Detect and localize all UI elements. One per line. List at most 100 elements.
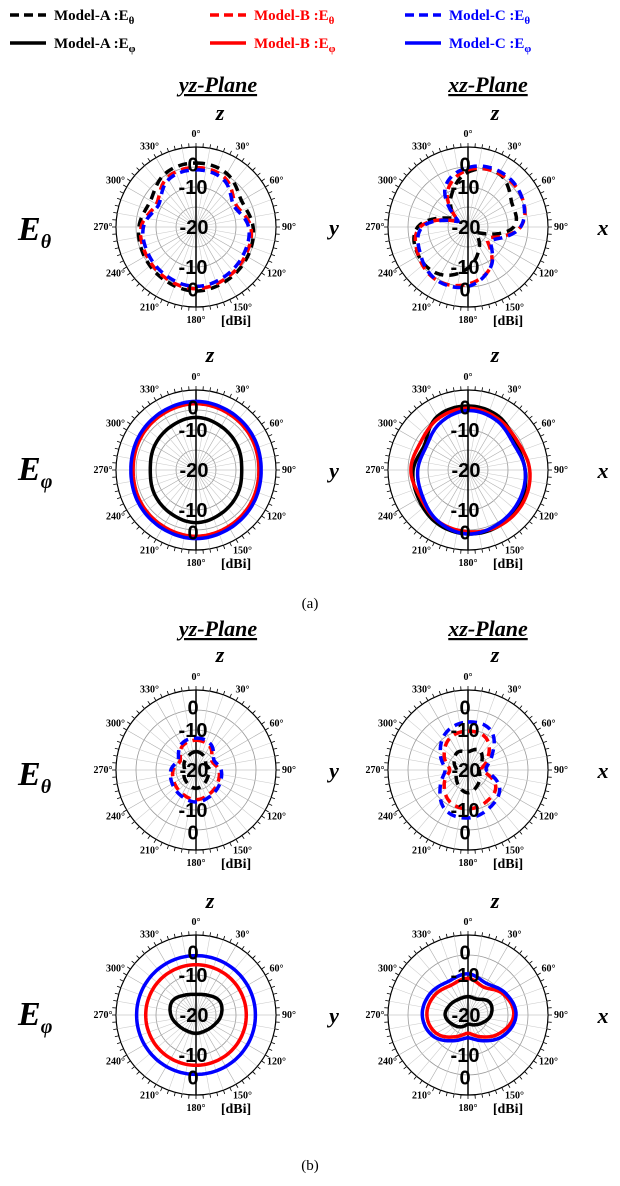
angle-tick — [432, 842, 435, 847]
angle-tick — [453, 387, 455, 392]
angle-tick — [235, 397, 239, 401]
angle-tick — [114, 447, 119, 450]
angle-tick — [257, 960, 261, 964]
grid-spoke — [168, 226, 197, 303]
grid-spoke — [467, 394, 496, 471]
angle-tick — [403, 1066, 407, 1070]
angle-tick — [507, 1084, 511, 1088]
angle-tick — [235, 1084, 239, 1088]
series-line — [425, 976, 516, 1039]
angle-tick — [438, 302, 442, 307]
angle-tick — [119, 434, 124, 437]
angle-tick — [425, 1084, 429, 1088]
grid-spoke — [195, 691, 211, 771]
grid-spoke — [126, 1014, 197, 1056]
legend-item: Model-B :Eφ — [210, 36, 336, 55]
angle-tick — [173, 388, 176, 393]
angle-tick — [453, 548, 455, 553]
angle-label: 240° — [378, 269, 397, 280]
angle-tick — [438, 147, 442, 152]
angle-tick — [513, 535, 517, 540]
angle-tick — [403, 172, 407, 176]
axis-letter-y: y — [326, 1003, 339, 1028]
angle-tick — [261, 1060, 266, 1064]
angle-tick — [229, 150, 232, 155]
angle-tick — [216, 304, 219, 309]
radial-tick-label: -10 — [451, 720, 480, 742]
angle-tick — [395, 972, 399, 976]
radial-tick-label: -10 — [451, 500, 480, 522]
grid-spoke — [467, 469, 496, 546]
angle-label: 330° — [412, 684, 431, 695]
angle-label: 270° — [366, 222, 385, 233]
grid-spoke — [117, 1000, 197, 1016]
grid-spoke — [440, 394, 469, 471]
angle-tick — [216, 388, 219, 393]
angle-label: 180° — [459, 558, 478, 569]
grid-spoke — [427, 400, 469, 471]
grid-spoke — [134, 226, 197, 279]
axis-letter-z: z — [490, 642, 500, 667]
grid-spoke — [195, 1014, 237, 1085]
angle-label: 150° — [233, 1091, 252, 1102]
angle-tick — [385, 455, 390, 457]
angle-label: 300° — [378, 964, 397, 975]
grid-spoke — [453, 1014, 469, 1094]
grid-spoke — [467, 226, 509, 297]
legend-label: Model-A :Eθ — [54, 8, 135, 27]
angle-tick — [488, 688, 491, 693]
angle-tick — [126, 1060, 131, 1064]
grid-spoke — [467, 418, 530, 471]
grid-spoke — [467, 226, 496, 303]
radial-tick-label: 0 — [187, 279, 198, 301]
angle-tick — [181, 932, 183, 937]
angle-tick — [388, 740, 393, 744]
series-line — [420, 972, 518, 1043]
angle-tick — [116, 253, 121, 257]
grid-spoke — [467, 469, 530, 522]
angle-tick — [181, 305, 183, 310]
angle-tick — [453, 932, 455, 937]
angle-tick — [425, 397, 429, 401]
angle-tick — [507, 154, 511, 158]
angle-tick — [147, 835, 151, 840]
angle-tick — [388, 440, 393, 444]
grid-spoke — [467, 408, 520, 471]
angle-tick — [119, 503, 124, 506]
legend-label: Model-C :Eφ — [449, 36, 531, 55]
grid-spoke — [467, 165, 520, 228]
angle-tick — [274, 483, 279, 485]
grid-spoke — [392, 226, 469, 255]
angle-tick — [545, 204, 550, 207]
grid-spoke — [440, 694, 469, 771]
angle-tick — [481, 848, 483, 853]
angle-tick — [408, 283, 412, 287]
grid-spoke — [467, 157, 509, 228]
grid-spoke — [195, 226, 272, 255]
angle-tick — [445, 547, 448, 552]
grid-spoke — [467, 769, 509, 840]
angle-tick — [166, 545, 170, 550]
angle-tick — [113, 1028, 118, 1030]
angle-tick — [123, 727, 127, 731]
angle-tick — [494, 935, 498, 940]
angle-tick — [419, 700, 423, 705]
angle-tick — [147, 535, 151, 540]
angle-label: 240° — [378, 1057, 397, 1068]
grid-spoke — [416, 165, 469, 228]
angle-tick — [241, 157, 245, 162]
angle-tick — [519, 705, 523, 709]
grid-spoke — [195, 212, 275, 228]
grid-spoke — [467, 987, 544, 1016]
angle-label: 300° — [106, 964, 125, 975]
angle-label: 330° — [412, 141, 431, 152]
grid-spoke — [195, 769, 211, 849]
grid-spoke — [467, 469, 538, 511]
angle-tick — [241, 400, 245, 405]
angle-tick — [271, 496, 276, 500]
angle-tick — [235, 942, 239, 946]
radial-tick-label: 0 — [459, 279, 470, 301]
grid-spoke — [467, 175, 530, 228]
angle-tick — [216, 933, 219, 938]
grid-spoke — [195, 963, 258, 1016]
